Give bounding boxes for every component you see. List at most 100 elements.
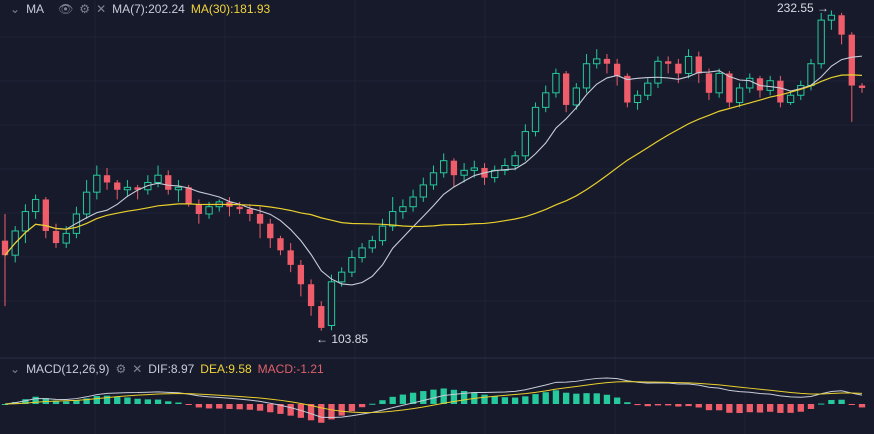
low-price-label: ← 103.85 bbox=[316, 332, 369, 346]
candle bbox=[756, 75, 764, 98]
indicator-name: MA bbox=[26, 2, 45, 16]
candle bbox=[470, 160, 478, 178]
candle-body bbox=[756, 78, 764, 91]
candle bbox=[318, 301, 325, 331]
main-legend: ⌄ MA 👁 ⚙ ✕ MA(7):202.24 MA(30):181.93 bbox=[10, 2, 276, 16]
gear-icon[interactable]: ⚙ bbox=[79, 2, 91, 16]
macd-bar bbox=[73, 400, 80, 404]
macd-bar bbox=[675, 404, 682, 407]
macd-bar bbox=[185, 404, 192, 405]
candle-body bbox=[114, 182, 121, 190]
macd-bar bbox=[144, 399, 151, 404]
candle bbox=[654, 56, 662, 88]
candle-body bbox=[195, 204, 203, 214]
close-icon[interactable]: ✕ bbox=[96, 2, 107, 16]
candle-body bbox=[31, 198, 40, 213]
candle bbox=[82, 180, 91, 219]
macd-bar bbox=[256, 404, 264, 411]
candle-body bbox=[470, 167, 478, 171]
candle-body bbox=[726, 73, 733, 103]
candle bbox=[42, 197, 49, 239]
macd-bar bbox=[828, 399, 835, 404]
macd-bar bbox=[175, 402, 182, 404]
macd-bar bbox=[165, 401, 172, 404]
high-price-label: 232.55 → bbox=[777, 1, 830, 15]
macd-bar bbox=[573, 393, 580, 404]
candle bbox=[134, 184, 141, 200]
candle-body bbox=[807, 63, 815, 87]
candle bbox=[572, 83, 580, 110]
macd-value: MACD:-1.21 bbox=[257, 362, 324, 376]
candle-body bbox=[735, 87, 744, 104]
macd-bar bbox=[328, 404, 335, 420]
candle bbox=[695, 51, 702, 84]
candle-body bbox=[368, 240, 376, 249]
candle-body bbox=[582, 63, 591, 89]
candle-body bbox=[358, 247, 366, 259]
candle bbox=[114, 180, 121, 200]
candle bbox=[226, 197, 233, 217]
macd-bar bbox=[736, 404, 743, 414]
candle-body bbox=[338, 271, 346, 283]
macd-bar bbox=[318, 404, 325, 423]
candle bbox=[664, 56, 672, 74]
macd-bar bbox=[491, 396, 498, 404]
macd-bar bbox=[797, 404, 804, 412]
candle bbox=[419, 177, 427, 202]
macd-bar bbox=[838, 399, 845, 404]
macd-bar bbox=[818, 403, 825, 405]
macd-bar bbox=[450, 389, 458, 404]
candle bbox=[735, 83, 744, 108]
macd-bar bbox=[103, 395, 111, 404]
macd-bar bbox=[358, 404, 366, 408]
candle bbox=[450, 158, 458, 188]
candle bbox=[21, 204, 30, 244]
gear-icon[interactable]: ⚙ bbox=[115, 362, 127, 376]
macd-bar bbox=[522, 396, 529, 404]
candle bbox=[287, 243, 294, 273]
candle bbox=[307, 279, 315, 316]
candle-body bbox=[399, 206, 407, 213]
candle bbox=[817, 12, 825, 69]
close-icon[interactable]: ✕ bbox=[132, 362, 143, 376]
candle-body bbox=[501, 165, 509, 171]
candle bbox=[267, 218, 274, 248]
candle bbox=[368, 235, 376, 253]
eye-icon[interactable]: 👁 bbox=[58, 2, 74, 16]
candle bbox=[378, 218, 387, 246]
candlestick-series bbox=[1, 10, 866, 331]
candle-body bbox=[318, 306, 325, 328]
candle-body bbox=[654, 60, 662, 84]
candle bbox=[715, 68, 723, 98]
macd-bar bbox=[83, 398, 90, 404]
chevron-down-icon[interactable]: ⌄ bbox=[10, 362, 21, 376]
candle bbox=[644, 78, 652, 101]
candle-body bbox=[450, 160, 458, 176]
candle-body bbox=[633, 94, 642, 104]
macd-bar bbox=[746, 404, 753, 413]
candle bbox=[542, 85, 550, 113]
macd-bar bbox=[307, 404, 315, 421]
macd-bar bbox=[195, 404, 203, 408]
macd-bar bbox=[777, 404, 784, 413]
macd-bar bbox=[226, 404, 233, 409]
candle-body bbox=[684, 55, 693, 74]
candle-body bbox=[664, 61, 672, 64]
macd-bar bbox=[369, 403, 376, 405]
macd-bar bbox=[52, 400, 60, 404]
macd-bar bbox=[726, 404, 733, 413]
candle-body bbox=[766, 80, 774, 91]
candle bbox=[409, 189, 417, 212]
candle-body bbox=[786, 94, 795, 104]
candle-body bbox=[277, 238, 284, 251]
macd-bar bbox=[613, 397, 621, 404]
chevron-down-icon[interactable]: ⌄ bbox=[10, 2, 21, 16]
candle-body bbox=[378, 225, 387, 242]
candle-body bbox=[297, 264, 305, 285]
macd-bar bbox=[236, 404, 243, 410]
candle-body bbox=[205, 206, 213, 215]
candle-body bbox=[246, 209, 254, 214]
candle-body bbox=[542, 92, 550, 108]
candle bbox=[705, 68, 713, 101]
